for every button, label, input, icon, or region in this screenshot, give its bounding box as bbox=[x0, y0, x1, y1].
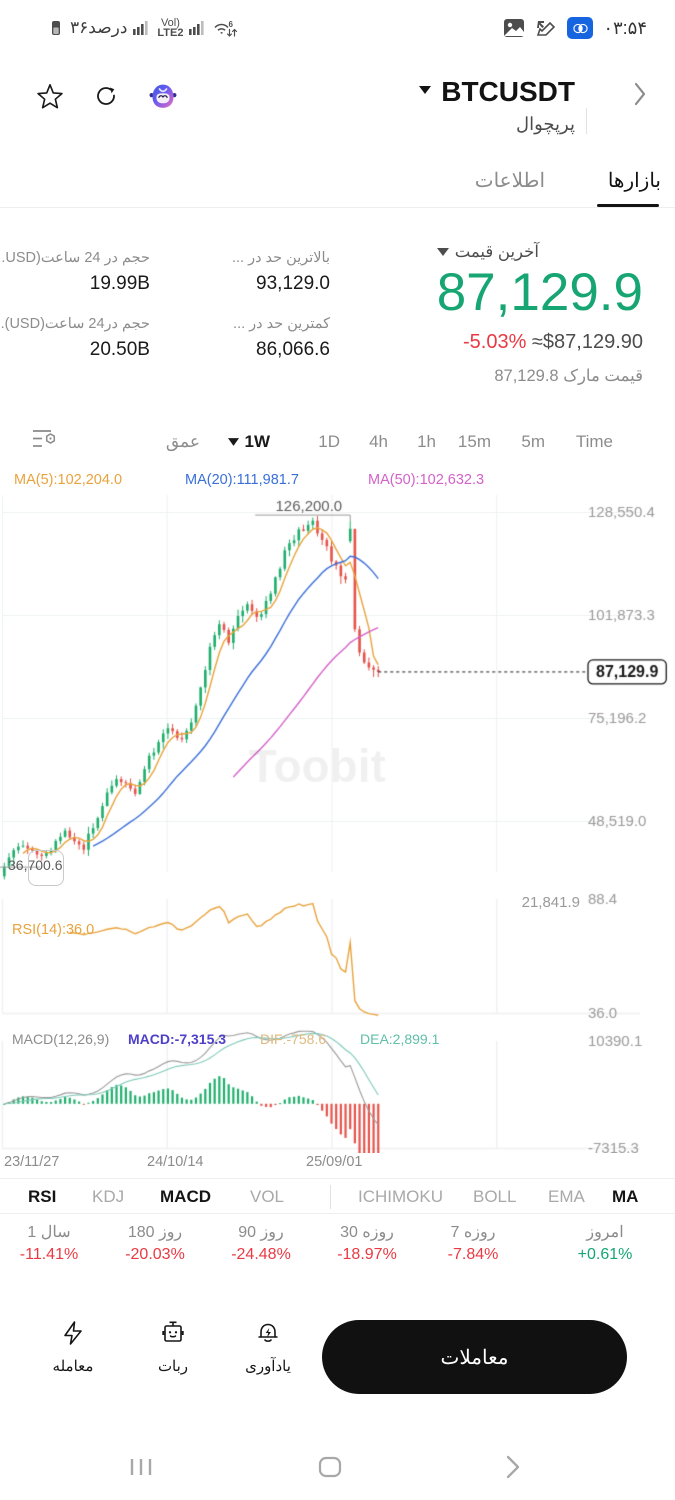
svg-text:6: 6 bbox=[229, 20, 234, 29]
